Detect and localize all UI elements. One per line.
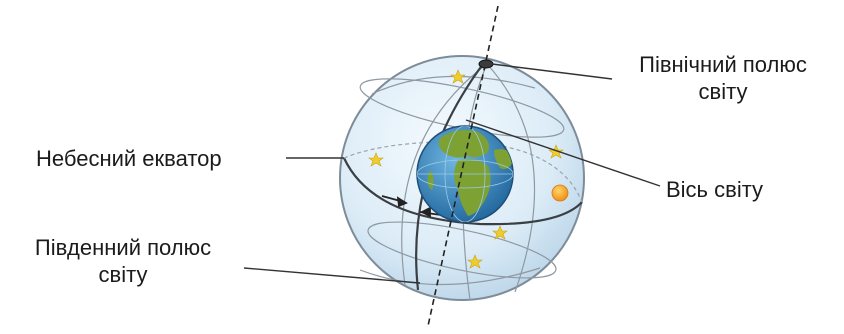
sun (551, 184, 569, 202)
label-south-pole-line-1: Південний полюс (34, 235, 212, 260)
north-pole-marker (478, 59, 494, 69)
earth-globe (416, 125, 514, 223)
label-south-pole-line-2: світу (98, 262, 148, 287)
world-axis-line (427, 5, 499, 327)
label-north-pole: Північний полюс світу (616, 51, 830, 105)
label-north-pole-line-2: світу (698, 79, 748, 104)
label-north-pole-line-1: Північний полюс (639, 52, 807, 77)
label-south-pole: Південний полюс світу (4, 234, 242, 288)
celestial-equator-line (343, 157, 583, 226)
leader-lines (243, 63, 661, 284)
label-world-axis: Вісь світу (666, 177, 764, 202)
sphere-grid-lines (359, 63, 565, 301)
stars (368, 69, 564, 269)
label-celestial-equator: Небесний екватор (36, 146, 222, 171)
